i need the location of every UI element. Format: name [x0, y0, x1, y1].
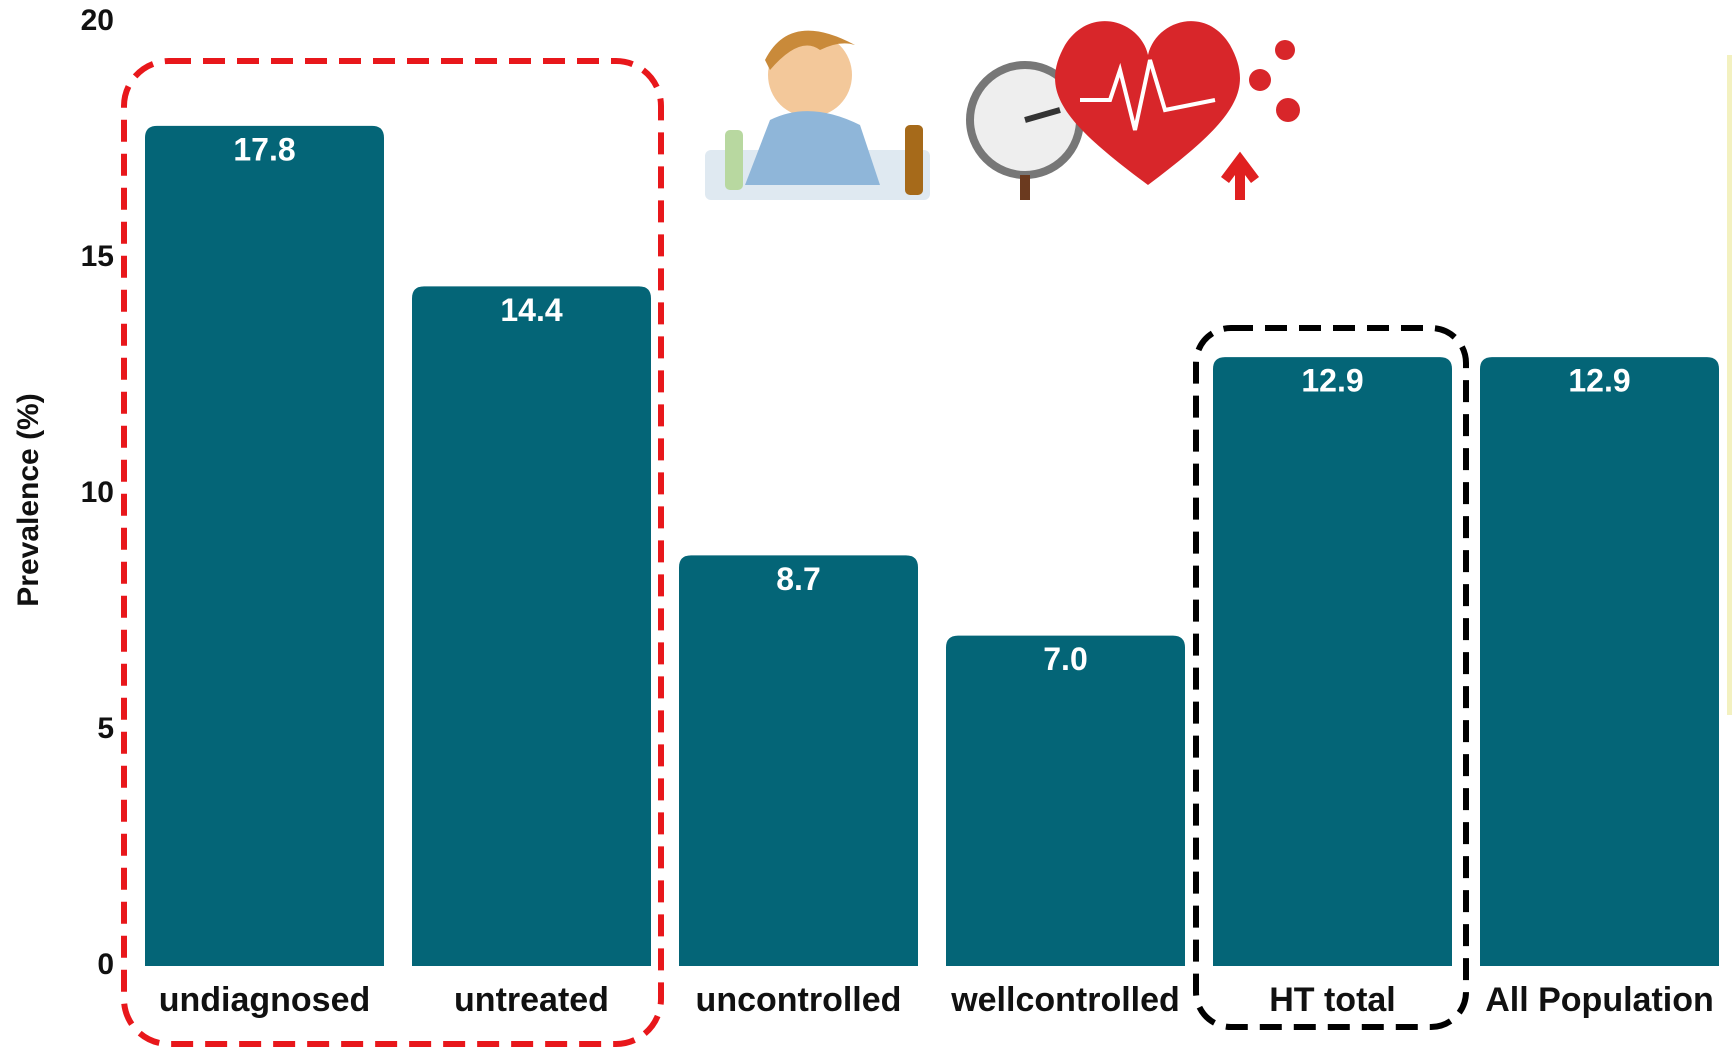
value-label: 17.8	[233, 131, 295, 167]
y-tick-label: 0	[97, 948, 114, 981]
value-label: 12.9	[1301, 363, 1363, 399]
bar	[1480, 357, 1719, 966]
value-label: 7.0	[1043, 641, 1087, 677]
bar	[946, 635, 1185, 966]
x-tick-label: untreated	[454, 981, 609, 1019]
bar	[679, 555, 918, 966]
x-tick-label: All Population	[1485, 981, 1714, 1019]
value-label: 14.4	[500, 292, 562, 328]
side-panel	[1727, 55, 1732, 715]
y-tick-label: 10	[81, 476, 114, 509]
highlight-box	[121, 58, 664, 1047]
illustration-heart	[966, 21, 1300, 200]
x-tick-label: wellcontrolled	[950, 981, 1180, 1019]
bar	[412, 286, 651, 966]
x-tick-label: HT total	[1269, 981, 1396, 1019]
x-tick-label: undiagnosed	[159, 981, 371, 1019]
y-tick-label: 20	[81, 4, 114, 37]
value-label: 8.7	[776, 561, 820, 597]
y-axis-label: Prevalence (%)	[12, 393, 45, 606]
y-tick-label: 15	[81, 240, 114, 273]
highlight-box	[1193, 325, 1469, 1030]
bar	[145, 125, 384, 967]
bar	[1213, 357, 1452, 966]
y-tick-label: 5	[97, 712, 114, 745]
x-tick-label: uncontrolled	[696, 981, 902, 1019]
illustration-person	[705, 30, 930, 200]
value-label: 12.9	[1568, 363, 1630, 399]
